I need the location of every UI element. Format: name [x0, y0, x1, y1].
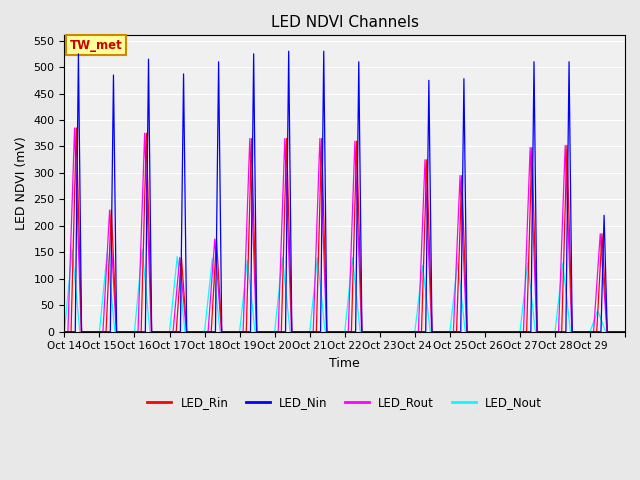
Text: TW_met: TW_met — [70, 39, 123, 52]
Title: LED NDVI Channels: LED NDVI Channels — [271, 15, 419, 30]
Y-axis label: LED NDVI (mV): LED NDVI (mV) — [15, 137, 28, 230]
Legend: LED_Rin, LED_Nin, LED_Rout, LED_Nout: LED_Rin, LED_Nin, LED_Rout, LED_Nout — [143, 391, 547, 413]
X-axis label: Time: Time — [330, 357, 360, 370]
